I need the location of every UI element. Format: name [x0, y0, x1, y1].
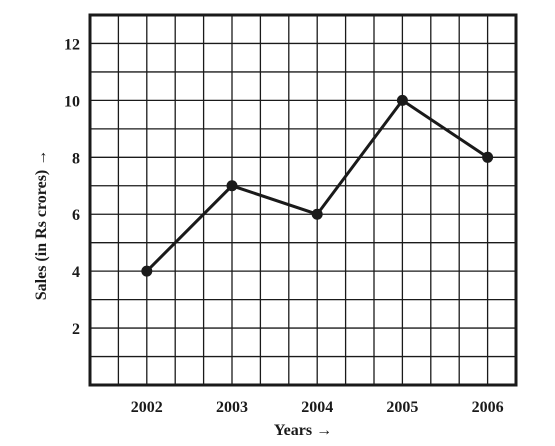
grid-lines [90, 15, 516, 385]
x-tick-label: 2003 [216, 399, 248, 416]
data-point [482, 151, 494, 163]
plot-frame [88, 13, 518, 387]
y-tick-label: 2 [72, 321, 80, 338]
y-tick-label: 8 [72, 150, 80, 167]
x-axis-label: Years → [274, 422, 332, 439]
y-axis-label: Sales (in Rs crores) → [33, 150, 50, 301]
data-points [141, 94, 494, 277]
data-point [311, 208, 323, 220]
data-point [396, 94, 408, 106]
y-tick-label: 6 [72, 207, 80, 224]
x-tick-label: 2002 [131, 399, 163, 416]
y-tick-label: 4 [72, 264, 80, 281]
y-tick-label: 12 [64, 36, 80, 53]
x-tick-label: 2005 [386, 399, 418, 416]
data-point [141, 265, 153, 277]
y-tick-label: 10 [64, 93, 80, 110]
x-tick-label: 2004 [301, 399, 333, 416]
y-tick-labels: 2 4 6 8 10 12 [64, 36, 80, 338]
data-point [226, 180, 238, 192]
x-tick-label: 2006 [472, 399, 504, 416]
x-tick-labels: 2002 2003 2004 2005 2006 [131, 399, 504, 416]
